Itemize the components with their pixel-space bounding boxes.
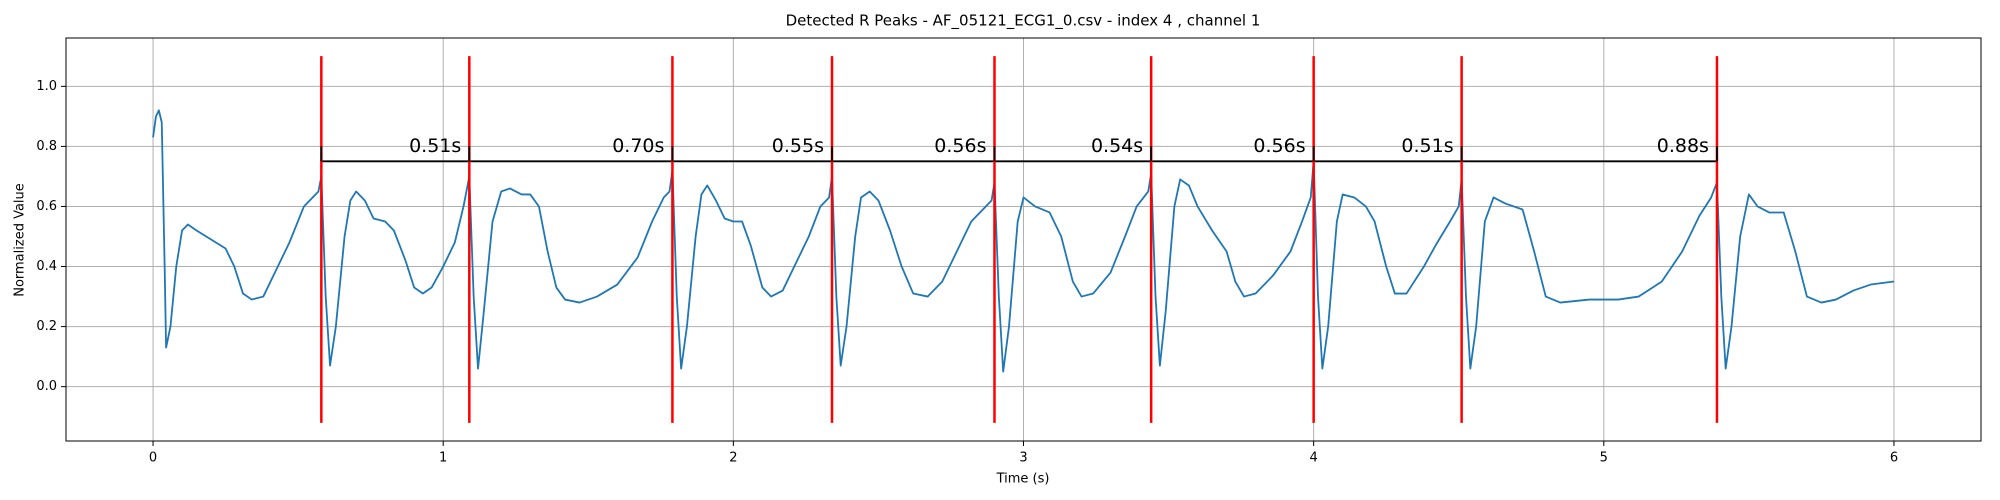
x-tick-label: 4	[1310, 451, 1318, 466]
x-tick-label: 1	[439, 451, 447, 466]
interval-label: 0.88s	[1657, 135, 1709, 157]
interval-label: 0.51s	[1401, 135, 1453, 157]
interval-label: 0.51s	[409, 135, 461, 157]
y-axis-label: Normalized Value	[13, 183, 28, 297]
y-tick-label: 0.0	[36, 379, 57, 394]
y-tick-label: 0.4	[36, 259, 57, 274]
x-tick-label: 2	[729, 451, 737, 466]
x-tick-label: 5	[1600, 451, 1608, 466]
y-tick-label: 0.6	[36, 199, 57, 214]
plot-frame	[65, 37, 1982, 442]
interval-label: 0.56s	[1253, 135, 1305, 157]
interval-label: 0.54s	[1091, 135, 1143, 157]
x-tick-label: 6	[1890, 451, 1898, 466]
y-tick-label: 1.0	[36, 79, 57, 94]
x-axis-label: Time (s)	[996, 472, 1050, 487]
interval-label: 0.70s	[612, 135, 664, 157]
chart-title: Detected R Peaks - AF_05121_ECG1_0.csv -…	[786, 12, 1261, 31]
y-tick-label: 0.2	[36, 319, 57, 334]
x-tick-label: 0	[149, 451, 157, 466]
x-tick-label: 3	[1019, 451, 1027, 466]
y-tick-label: 0.8	[36, 139, 57, 154]
interval-label: 0.55s	[772, 135, 824, 157]
interval-label: 0.56s	[934, 135, 986, 157]
ecg-line	[152, 109, 1895, 373]
